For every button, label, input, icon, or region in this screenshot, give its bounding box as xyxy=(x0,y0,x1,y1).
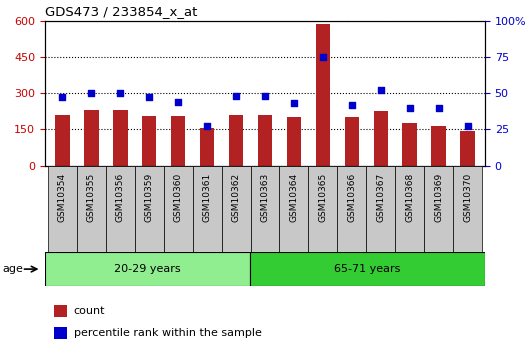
Text: 65-71 years: 65-71 years xyxy=(334,264,401,274)
Bar xyxy=(338,166,366,252)
Bar xyxy=(164,166,192,252)
Bar xyxy=(251,166,279,252)
Point xyxy=(435,105,443,110)
Point xyxy=(405,105,414,110)
Bar xyxy=(171,116,185,166)
Bar xyxy=(374,111,388,166)
Bar xyxy=(287,117,301,166)
Bar xyxy=(77,166,106,252)
Bar xyxy=(395,166,424,252)
Text: 20-29 years: 20-29 years xyxy=(114,264,181,274)
Text: GSM10361: GSM10361 xyxy=(202,172,211,222)
Bar xyxy=(222,166,251,252)
Bar xyxy=(48,166,77,252)
Bar xyxy=(424,166,453,252)
Bar xyxy=(54,327,67,339)
Point xyxy=(290,100,298,106)
Text: GDS473 / 233854_x_at: GDS473 / 233854_x_at xyxy=(45,5,197,18)
Bar xyxy=(229,115,243,166)
Bar xyxy=(142,116,156,166)
Point xyxy=(463,124,472,129)
Bar xyxy=(344,117,359,166)
Text: GSM10363: GSM10363 xyxy=(261,172,269,222)
Point xyxy=(203,124,211,129)
Bar xyxy=(84,110,99,166)
Point xyxy=(145,95,154,100)
Bar xyxy=(431,127,446,166)
Text: GSM10364: GSM10364 xyxy=(289,172,298,221)
Point xyxy=(232,93,240,99)
Text: GSM10360: GSM10360 xyxy=(174,172,183,222)
Point xyxy=(319,54,327,60)
Point xyxy=(174,99,182,105)
Bar xyxy=(135,166,164,252)
Text: count: count xyxy=(74,306,105,316)
Bar xyxy=(250,252,485,286)
Text: GSM10359: GSM10359 xyxy=(145,172,154,222)
Text: GSM10369: GSM10369 xyxy=(434,172,443,222)
Bar xyxy=(106,166,135,252)
Text: GSM10362: GSM10362 xyxy=(232,172,241,221)
Text: GSM10356: GSM10356 xyxy=(116,172,125,222)
Bar xyxy=(55,115,69,166)
Text: GSM10367: GSM10367 xyxy=(376,172,385,222)
Text: GSM10368: GSM10368 xyxy=(405,172,414,222)
Point xyxy=(348,102,356,108)
Point xyxy=(376,88,385,93)
Bar xyxy=(113,110,128,166)
Point xyxy=(116,90,125,96)
Point xyxy=(58,95,67,100)
Bar xyxy=(279,166,308,252)
Bar xyxy=(366,166,395,252)
Text: GSM10370: GSM10370 xyxy=(463,172,472,222)
Bar xyxy=(453,166,482,252)
Bar xyxy=(54,305,67,317)
Text: GSM10365: GSM10365 xyxy=(319,172,328,222)
Text: GSM10366: GSM10366 xyxy=(347,172,356,222)
Bar xyxy=(45,252,250,286)
Point xyxy=(87,90,95,96)
Point xyxy=(261,93,269,99)
Text: age: age xyxy=(3,264,23,274)
Bar xyxy=(308,166,338,252)
Bar xyxy=(258,115,272,166)
Bar xyxy=(200,128,214,166)
Bar xyxy=(316,24,330,166)
Text: GSM10355: GSM10355 xyxy=(87,172,96,222)
Text: percentile rank within the sample: percentile rank within the sample xyxy=(74,328,261,338)
Bar xyxy=(192,166,222,252)
Bar xyxy=(402,124,417,166)
Bar xyxy=(461,131,475,166)
Text: GSM10354: GSM10354 xyxy=(58,172,67,221)
